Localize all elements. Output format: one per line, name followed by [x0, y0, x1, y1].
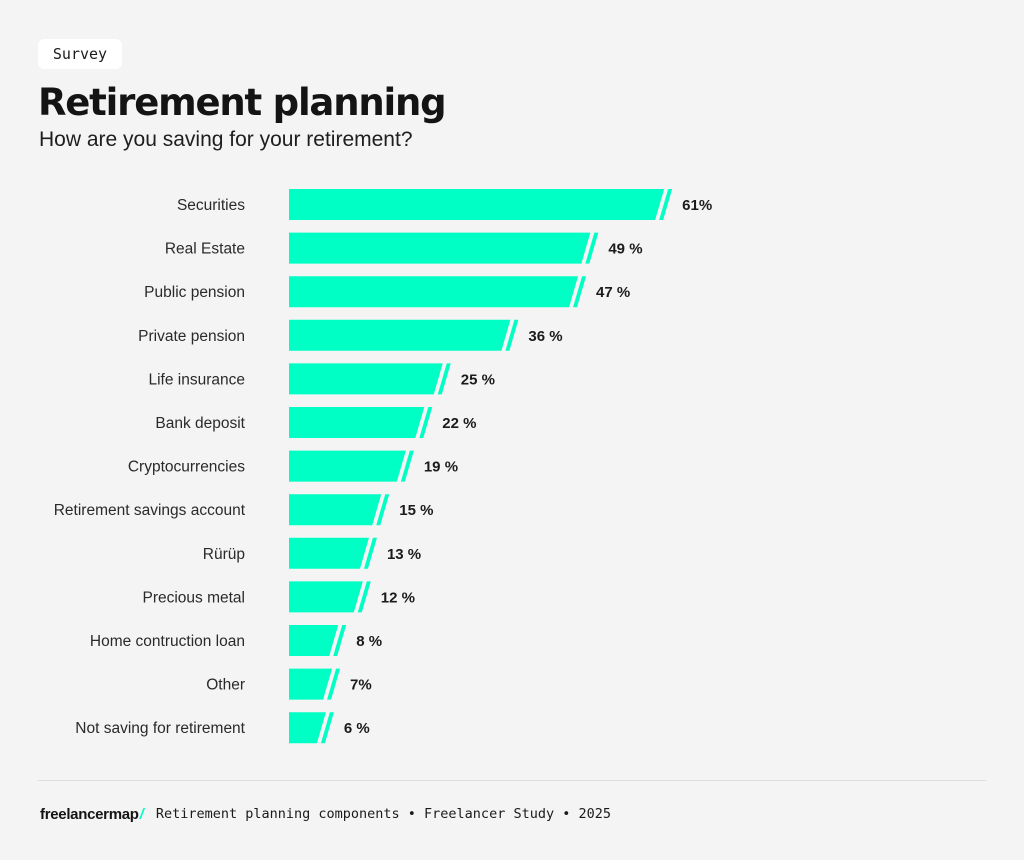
- bar-end-slash: [419, 407, 433, 438]
- bar-end-slash: [573, 276, 587, 308]
- value-label: 7%: [350, 677, 372, 694]
- bar-chart: Securities 61% Real Estate 49 % Public pensi…: [54, 189, 712, 744]
- category-label: Other: [206, 677, 245, 694]
- value-label: 36 %: [528, 328, 562, 345]
- footer: freelancermap / Retirement planning compo…: [40, 803, 611, 825]
- bar: [289, 712, 326, 744]
- bar: [289, 450, 406, 482]
- bar: [289, 625, 339, 656]
- bar: [289, 407, 425, 438]
- value-label: 61%: [682, 197, 712, 214]
- bar: [289, 668, 333, 700]
- category-label: Precious metal: [142, 589, 245, 606]
- value-label: 15 %: [399, 502, 433, 519]
- bar: [289, 319, 511, 351]
- value-label: 47 %: [596, 284, 630, 301]
- bar-end-slash: [659, 189, 673, 220]
- bar: [289, 276, 579, 308]
- bar-end-slash: [376, 494, 390, 526]
- brand-slash-mark: /: [139, 805, 144, 823]
- bar-end-slash: [320, 712, 334, 744]
- bar: [289, 232, 591, 264]
- value-label: 8 %: [356, 633, 382, 650]
- source-caption: Retirement planning components • Freelan…: [155, 806, 611, 822]
- category-label: Life insurance: [148, 371, 245, 388]
- category-label: Cryptocurrencies: [128, 459, 245, 476]
- bar-end-slash: [400, 450, 414, 482]
- bar-end-slash: [327, 668, 341, 700]
- category-label: Real Estate: [165, 241, 245, 258]
- value-label: 6 %: [344, 720, 370, 737]
- brand-logo: freelancermap: [40, 805, 139, 823]
- category-label: Securities: [177, 197, 245, 214]
- category-label: Bank deposit: [155, 415, 245, 432]
- category-label: Home contruction loan: [90, 633, 245, 650]
- bar-end-slash: [505, 319, 519, 351]
- value-label: 22 %: [442, 415, 476, 432]
- category-label: Not saving for retirement: [75, 720, 245, 737]
- survey-tag: Survey: [38, 39, 122, 69]
- category-label: Retirement savings account: [54, 502, 246, 519]
- category-label: Rürüp: [203, 546, 245, 563]
- value-label: 12 %: [381, 589, 415, 606]
- bar-end-slash: [357, 581, 371, 613]
- page-title: Retirement planning: [38, 81, 447, 124]
- bar-end-slash: [363, 537, 377, 569]
- footer-divider: [38, 780, 986, 781]
- bar: [289, 537, 369, 569]
- bar: [289, 494, 382, 526]
- category-label: Public pension: [144, 284, 245, 301]
- bar: [289, 363, 443, 395]
- value-label: 49 %: [608, 241, 642, 258]
- page-subtitle: How are you saving for your retirement?: [39, 128, 413, 151]
- bar-end-slash: [437, 363, 451, 395]
- value-label: 25 %: [461, 371, 495, 388]
- value-label: 13 %: [387, 546, 421, 563]
- bar-end-slash: [333, 625, 347, 656]
- bar: [289, 581, 363, 613]
- category-label: Private pension: [138, 328, 245, 345]
- bar: [289, 189, 665, 220]
- bar-end-slash: [585, 232, 599, 264]
- value-label: 19 %: [424, 459, 458, 476]
